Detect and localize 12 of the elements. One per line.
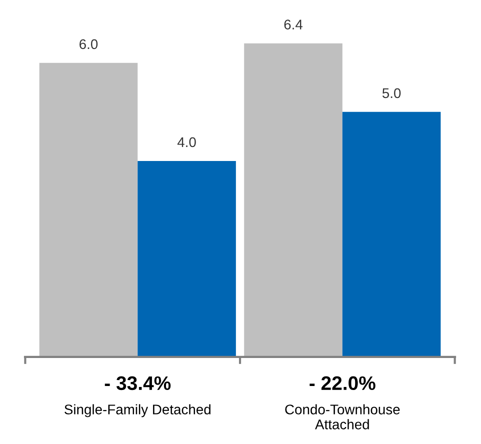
data-label: 6.4 <box>284 20 303 30</box>
x-tick-label: Single-Family Detached <box>64 404 210 418</box>
bar <box>138 160 236 357</box>
bar <box>244 43 342 357</box>
text: - 33.4% <box>104 376 171 390</box>
x-tick-label: Condo-Townhouse Attached <box>285 404 400 430</box>
data-label: 5.0 <box>382 88 401 98</box>
data-label: 6.0 <box>80 39 98 50</box>
text: - 22.0% <box>310 376 376 390</box>
bar <box>39 62 138 357</box>
data-label: 4.0 <box>177 137 196 148</box>
bar <box>342 112 441 357</box>
